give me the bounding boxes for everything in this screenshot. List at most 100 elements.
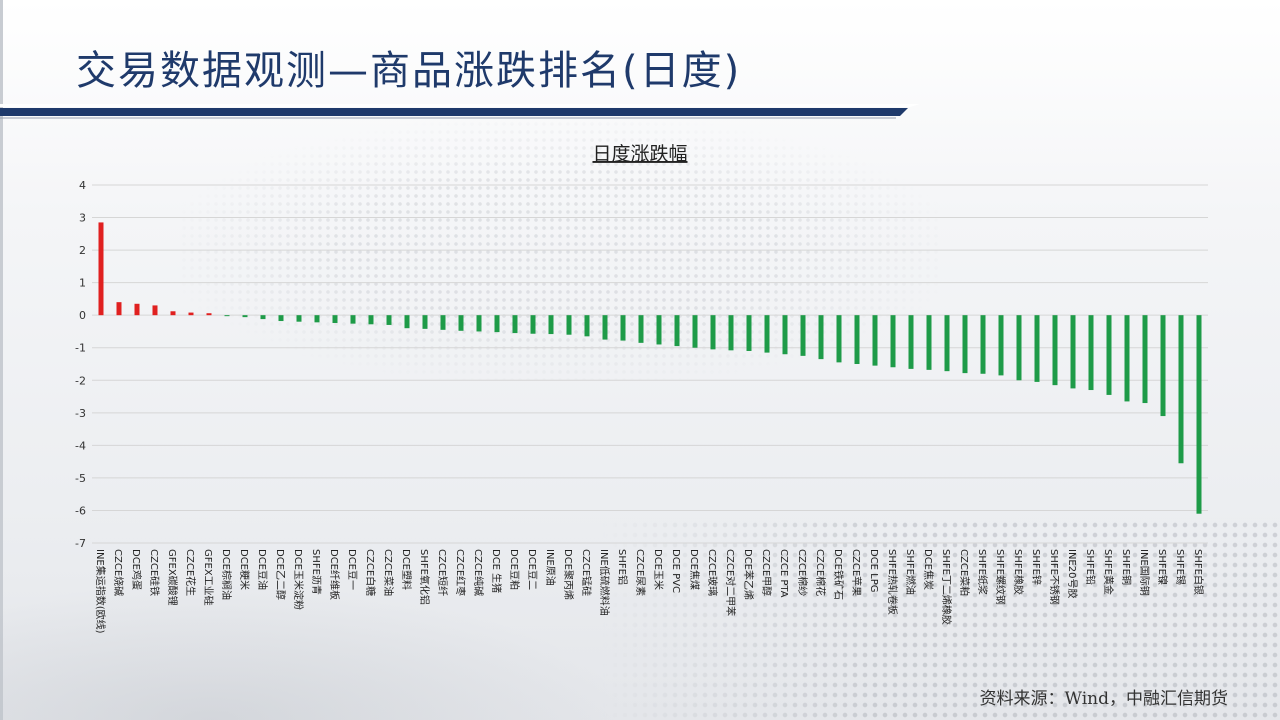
bar	[278, 315, 284, 322]
y-tick-label: -5	[75, 472, 86, 485]
bar	[224, 315, 230, 317]
bar	[800, 315, 806, 356]
y-tick-label: 2	[79, 244, 86, 257]
x-tick-label: CZCE棉纱	[796, 549, 809, 596]
slide-border	[0, 0, 3, 720]
x-axis-labels: INE集运指数(欧线) CZCE烧碱 DCE鸡蛋 CZCE硅铁 GFEX碳酸锂 CZCE花…	[94, 549, 1205, 634]
bar	[206, 313, 212, 316]
bar	[926, 315, 932, 370]
x-tick-label: DCE LPG	[868, 549, 879, 593]
bar	[368, 315, 374, 325]
x-tick-label: DCE豆粕	[508, 549, 521, 590]
x-tick-label: SHFE橡胶	[1012, 549, 1025, 595]
bar	[314, 315, 320, 323]
bar	[404, 315, 410, 329]
bar	[440, 315, 446, 330]
bar	[422, 315, 428, 329]
bar	[548, 315, 554, 335]
x-tick-label: SHFE黄金	[1102, 549, 1115, 595]
bar	[980, 315, 986, 374]
grid-lines	[92, 184, 1208, 544]
y-tick-label: -2	[75, 374, 86, 387]
bar	[872, 315, 878, 366]
x-tick-label: SHFE沥青	[310, 549, 323, 595]
bar	[638, 315, 644, 343]
x-tick-label: SHFE丁二烯橡胶	[940, 549, 953, 625]
bar	[656, 315, 662, 345]
x-tick-label: INE国际铜	[1138, 549, 1150, 596]
bar	[476, 315, 482, 332]
bar	[188, 312, 194, 316]
x-tick-label: SHFE不锈钢	[1048, 549, 1061, 605]
y-tick-label: -4	[75, 439, 86, 452]
bar	[242, 315, 248, 318]
x-tick-label: DCE玉米	[652, 549, 665, 590]
y-axis-ticks: 4 3 2 1 0 -1 -2 -3 -4 -5 -6 -7	[75, 179, 86, 550]
y-tick-label: -6	[75, 504, 86, 517]
bar	[944, 315, 950, 372]
bar	[1142, 315, 1148, 404]
x-tick-label: CZCE烧碱	[112, 549, 125, 596]
x-tick-label: SHFE铜	[1120, 549, 1132, 585]
x-tick-label: INE原油	[544, 549, 557, 586]
x-tick-label: CZCE棉花	[814, 549, 827, 596]
x-tick-label: INE低硫燃料油	[598, 549, 611, 616]
x-tick-label: CZCE花生	[184, 549, 197, 596]
bar	[1106, 315, 1112, 395]
x-tick-label: SHFE热轧卷板	[886, 549, 899, 615]
y-tick-label: 3	[79, 212, 86, 225]
x-tick-label: CZCE纯碱	[472, 549, 485, 596]
y-tick-label: 1	[79, 277, 86, 290]
bar	[728, 315, 734, 351]
bar	[350, 315, 356, 324]
bar	[1052, 315, 1058, 386]
x-tick-label: CZCE尿素	[634, 549, 647, 596]
x-tick-label: DCE聚丙烯	[562, 549, 575, 600]
x-tick-label: CZCE甲醇	[760, 549, 773, 596]
bar	[494, 315, 500, 333]
bar	[1088, 315, 1094, 391]
bar	[170, 311, 176, 316]
bar	[296, 315, 302, 322]
bar	[746, 315, 752, 351]
swoosh-background	[0, 560, 700, 720]
x-tick-label: CZCE锰硅	[580, 549, 593, 596]
bar	[1070, 315, 1076, 389]
bar	[512, 315, 518, 334]
x-tick-label: GFEX碳酸锂	[166, 549, 179, 606]
bar	[764, 315, 770, 353]
x-tick-label: DCE PVC	[670, 549, 681, 593]
bar	[116, 302, 122, 316]
x-tick-label: DCE苯乙烯	[742, 549, 755, 600]
bar	[908, 315, 914, 369]
x-tick-label: SHFE铅	[1084, 549, 1097, 585]
bar	[710, 315, 716, 350]
x-tick-label: CZCE玻璃	[706, 549, 719, 596]
bar	[998, 315, 1004, 376]
bar	[386, 315, 392, 325]
x-tick-label: DCE豆二	[526, 549, 538, 590]
x-tick-label: DCE 生猪	[490, 549, 503, 593]
bar	[152, 305, 158, 316]
x-tick-label: SHFE镍	[1156, 549, 1169, 585]
x-tick-label: DCE豆一	[346, 549, 358, 590]
x-tick-label: SHFE纸浆	[976, 549, 989, 595]
bar	[584, 315, 590, 337]
bar	[530, 315, 536, 334]
bar	[620, 315, 626, 341]
y-tick-label: -3	[75, 407, 86, 420]
x-tick-label: SHFE氧化铝	[418, 549, 431, 605]
x-tick-label: DCE塑料	[400, 549, 413, 590]
x-tick-label: SHFE铝	[616, 549, 628, 585]
x-tick-label: CZCE PTA	[778, 549, 789, 598]
x-tick-label: SHFE螺纹钢	[994, 549, 1007, 605]
x-tick-label: DCE铁矿石	[832, 549, 845, 600]
x-tick-label: CZCE短纤	[436, 549, 449, 596]
x-tick-label: DCE棕榈油	[220, 549, 233, 600]
title-underline	[0, 104, 920, 119]
y-tick-label: -1	[75, 342, 86, 355]
bar	[962, 315, 968, 374]
x-tick-label: SHFE锡	[1174, 549, 1187, 585]
page-title: 交易数据观测—商品涨跌排名(日度)	[76, 48, 742, 94]
